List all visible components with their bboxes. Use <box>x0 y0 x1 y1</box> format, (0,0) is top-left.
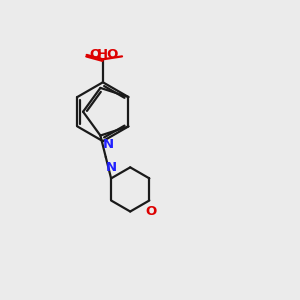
Text: O: O <box>145 205 156 218</box>
Text: N: N <box>106 161 117 174</box>
Text: HO: HO <box>97 47 119 61</box>
Text: N: N <box>103 138 114 151</box>
Text: O: O <box>89 48 100 62</box>
